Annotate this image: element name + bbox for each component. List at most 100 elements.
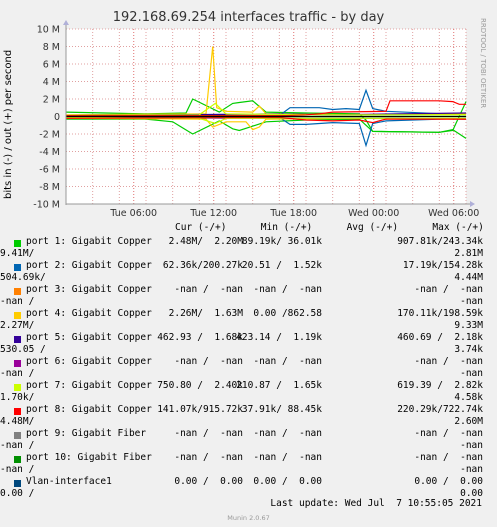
legend-row: port 6: Gigabit Copper -nan / -nan -nan / … (0, 356, 497, 380)
legend-cur: -nan / -nan (174, 428, 243, 439)
legend-avg: -nan / -nan (414, 284, 483, 295)
legend-swatch (14, 264, 21, 271)
legend-avg: 220.29k/722.74k (397, 404, 483, 415)
legend-max-wrap-right: 3.74k (454, 344, 483, 355)
legend-max-wrap-left: 0.00 / (0, 488, 34, 499)
y-axis-arrow (63, 20, 69, 25)
legend-avg: 17.19k/154.28k (403, 260, 483, 271)
legend-name: port 1: Gigabit Copper (26, 236, 152, 247)
x-tick-label: Wed 06:00 (428, 208, 479, 219)
legend-name: port 4: Gigabit Copper (26, 308, 152, 319)
y-tick-label: 0 (54, 112, 60, 123)
legend-cur: -nan / -nan (174, 284, 243, 295)
munin-version: Munin 2.0.67 (0, 514, 497, 522)
x-tick-label: Wed 00:00 (348, 208, 399, 219)
legend-max-wrap-left: -nan / (0, 368, 34, 379)
x-tick-label: Tue 06:00 (109, 208, 157, 219)
y-tick-label: 2 M (43, 95, 60, 106)
legend-cur: 2.26M/ 1.63M (169, 308, 243, 319)
legend-max-wrap-right: 4.58k (454, 392, 483, 403)
legend-min: 0.00 /862.58 (253, 308, 322, 319)
legend-max-wrap-right: 2.60M (454, 416, 483, 427)
legend-avg: 460.69 / 2.18k (397, 332, 483, 343)
legend-name: port 2: Gigabit Copper (26, 260, 152, 271)
legend-max-wrap-right: -nan (460, 368, 483, 379)
legend-name: Vlan-interface1 (26, 476, 112, 487)
legend-swatch (14, 360, 21, 367)
y-tick-label: 6 M (43, 60, 60, 71)
legend-swatch (14, 456, 21, 463)
legend-max-wrap-right: 2.81M (454, 248, 483, 259)
legend-avg: 907.81k/243.34k (397, 236, 483, 247)
legend-max-wrap-left: -nan / (0, 440, 34, 451)
y-tick-labels: 10 M8 M6 M4 M2 M0-2 M-4 M-6 M-8 M-10 M (33, 25, 60, 211)
legend-name: port 9: Gigabit Fiber (26, 428, 146, 439)
y-tick-label: -10 M (33, 200, 60, 211)
legend-name: port 3: Gigabit Copper (26, 284, 152, 295)
legend-cur: 750.80 / 2.40k (157, 380, 243, 391)
y-tick-label: 8 M (43, 42, 60, 53)
legend-max-wrap-left: 530.05 / (0, 344, 46, 355)
x-tick-label: Tue 12:00 (189, 208, 237, 219)
legend-row: port 2: Gigabit Copper 62.36k/200.27k 20.5… (0, 260, 497, 284)
legend-max-wrap-left: 9.41M/ (0, 248, 34, 259)
x-axis-arrow (470, 201, 475, 207)
legend-max-wrap-left: -nan / (0, 464, 34, 475)
legend-min: -nan / -nan (253, 428, 322, 439)
legend-name: port 8: Gigabit Copper (26, 404, 152, 415)
legend-row: port 9: Gigabit Fiber -nan / -nan -nan / -… (0, 428, 497, 452)
y-tick-label: -4 M (39, 147, 60, 158)
legend-header: Cur (-/+) Min (-/+) Avg (-/+) Max (-/+) (175, 222, 484, 233)
legend-row: port 3: Gigabit Copper -nan / -nan -nan / … (0, 284, 497, 308)
legend-swatch (14, 408, 21, 415)
legend-avg: 0.00 / 0.00 (414, 476, 483, 487)
legend-cur: 462.93 / 1.68k (157, 332, 243, 343)
legend-min: 89.19k/ 36.01k (242, 236, 322, 247)
legend-max-wrap-left: 1.70k/ (0, 392, 34, 403)
legend-max-wrap-left: 4.48M/ (0, 416, 34, 427)
legend-min: -nan / -nan (253, 452, 322, 463)
legend-name: port 6: Gigabit Copper (26, 356, 152, 367)
legend-avg: 170.11k/198.59k (397, 308, 483, 319)
legend-cur: 62.36k/200.27k (163, 260, 243, 271)
legend-max-wrap-right: -nan (460, 440, 483, 451)
legend-cur: 2.48M/ 2.20M (169, 236, 243, 247)
y-tick-label: 4 M (43, 77, 60, 88)
legend-swatch (14, 384, 21, 391)
x-tick-label: Tue 18:00 (269, 208, 317, 219)
legend-cur: 0.00 / 0.00 (174, 476, 243, 487)
legend-max-wrap-left: -nan / (0, 296, 34, 307)
legend-max-wrap-right: -nan (460, 296, 483, 307)
legend-name: port 10: Gigabit Fiber (26, 452, 152, 463)
legend-max-wrap-right: 9.33M (454, 320, 483, 331)
legend-row: port 10: Gigabit Fiber -nan / -nan -nan / … (0, 452, 497, 476)
legend-row: port 8: Gigabit Copper 141.07k/915.72k 37.… (0, 404, 497, 428)
legend-max-wrap-right: 4.44M (454, 272, 483, 283)
legend-max-wrap-left: 504.69k/ (0, 272, 46, 283)
legend-cur: -nan / -nan (174, 356, 243, 367)
legend-name: port 7: Gigabit Copper (26, 380, 152, 391)
y-tick-label: -2 M (39, 130, 60, 141)
legend-min: 423.14 / 1.19k (236, 332, 322, 343)
legend-swatch (14, 312, 21, 319)
y-tick-label: -6 M (39, 165, 60, 176)
legend-max-wrap-right: -nan (460, 464, 483, 475)
legend-avg: -nan / -nan (414, 356, 483, 367)
legend-swatch (14, 288, 21, 295)
legend-min: 37.91k/ 88.45k (242, 404, 322, 415)
legend-cur: -nan / -nan (174, 452, 243, 463)
plot-area: 10 M 8 M 6 M 4 M 2 M 0 -2 M -4 M -6 M -8 M -10 M T… (0, 0, 497, 222)
legend-row: port 5: Gigabit Copper 462.93 / 1.68k 423.… (0, 332, 497, 356)
legend-max-wrap-left: 2.27M/ (0, 320, 34, 331)
last-update: Last update: Wed Jul 7 10:55:05 2021 (270, 498, 482, 509)
legend-avg: 619.39 / 2.82k (397, 380, 483, 391)
legend-avg: -nan / -nan (414, 452, 483, 463)
legend-name: port 5: Gigabit Copper (26, 332, 152, 343)
x-tick-labels: Tue 06:00 Tue 12:00 Tue 18:00 Wed 00:00 Wed … (109, 208, 479, 219)
legend-min: 0.00 / 0.00 (253, 476, 322, 487)
legend-row: port 1: Gigabit Copper 2.48M/ 2.20M 89.19k… (0, 236, 497, 260)
legend-cur: 141.07k/915.72k (157, 404, 243, 415)
y-tick-label: 10 M (37, 25, 60, 36)
legend-row: port 7: Gigabit Copper 750.80 / 2.40k 210.… (0, 380, 497, 404)
legend-avg: -nan / -nan (414, 428, 483, 439)
